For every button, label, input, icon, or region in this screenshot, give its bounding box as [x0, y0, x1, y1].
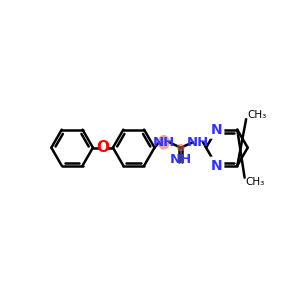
Ellipse shape: [177, 144, 184, 152]
Text: N: N: [211, 123, 222, 136]
Text: N: N: [211, 159, 222, 173]
Text: NH: NH: [169, 153, 192, 166]
Text: NH: NH: [187, 136, 209, 149]
Text: O: O: [96, 140, 110, 155]
Ellipse shape: [158, 135, 170, 150]
Text: CH₃: CH₃: [247, 110, 266, 120]
Text: NH: NH: [153, 136, 175, 149]
Text: CH₃: CH₃: [245, 176, 265, 187]
